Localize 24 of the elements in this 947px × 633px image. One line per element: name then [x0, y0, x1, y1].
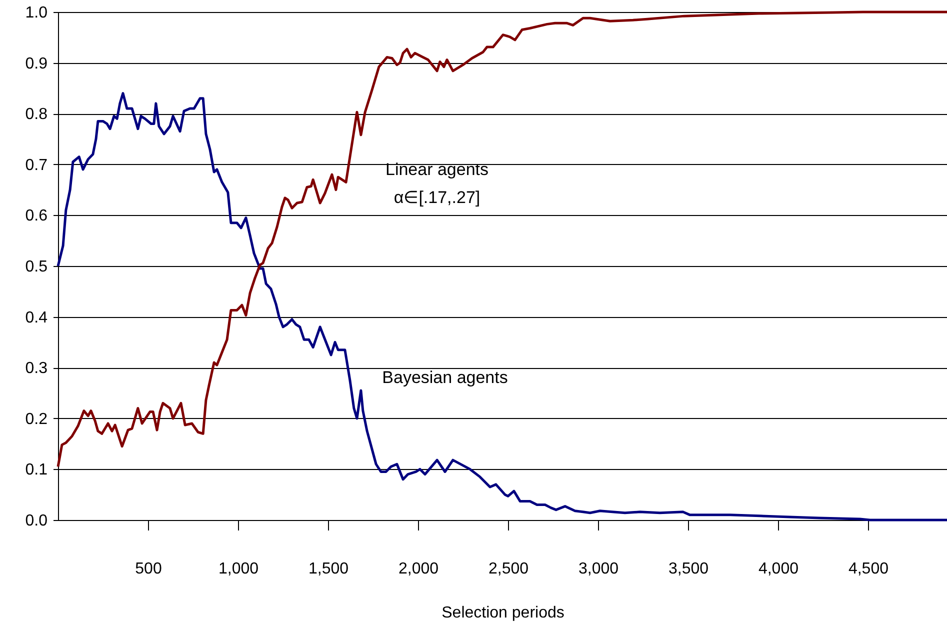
y-tick-label: 0.2	[25, 410, 48, 428]
y-tick-label: 0.7	[25, 156, 48, 174]
y-tick-label: 0.5	[25, 258, 48, 276]
line-series	[56, 92, 947, 522]
x-tick-label: 500	[135, 560, 162, 578]
y-tick-label: 0.1	[25, 462, 48, 479]
x-tick-label: 4,000	[758, 560, 799, 578]
x-tick-label: 2,000	[398, 560, 439, 578]
annotation: Bayesian agents	[382, 368, 508, 387]
x-tick-label: 3,000	[578, 560, 619, 578]
x-tick-label: 1,000	[218, 560, 259, 578]
y-tick-label: 1.0	[25, 4, 48, 22]
x-tick-label: 1,500	[308, 560, 349, 578]
annotation: Linear agents α∈[.17,.27]	[385, 160, 489, 207]
y-tick-label: 0.4	[25, 309, 48, 326]
y-tick-label: 0.0	[25, 512, 48, 530]
y-tick-label: 0.6	[25, 208, 48, 225]
y-tick-label: 0.9	[25, 55, 48, 72]
x-axis-title: Selection periods	[442, 604, 564, 622]
y-tick-label: 0.3	[25, 360, 48, 378]
y-tick-label: 0.8	[25, 106, 48, 124]
x-tick-label: 2,500	[488, 560, 529, 578]
x-tick-label: 3,500	[668, 560, 709, 578]
x-tick-label: 4,500	[848, 560, 889, 578]
